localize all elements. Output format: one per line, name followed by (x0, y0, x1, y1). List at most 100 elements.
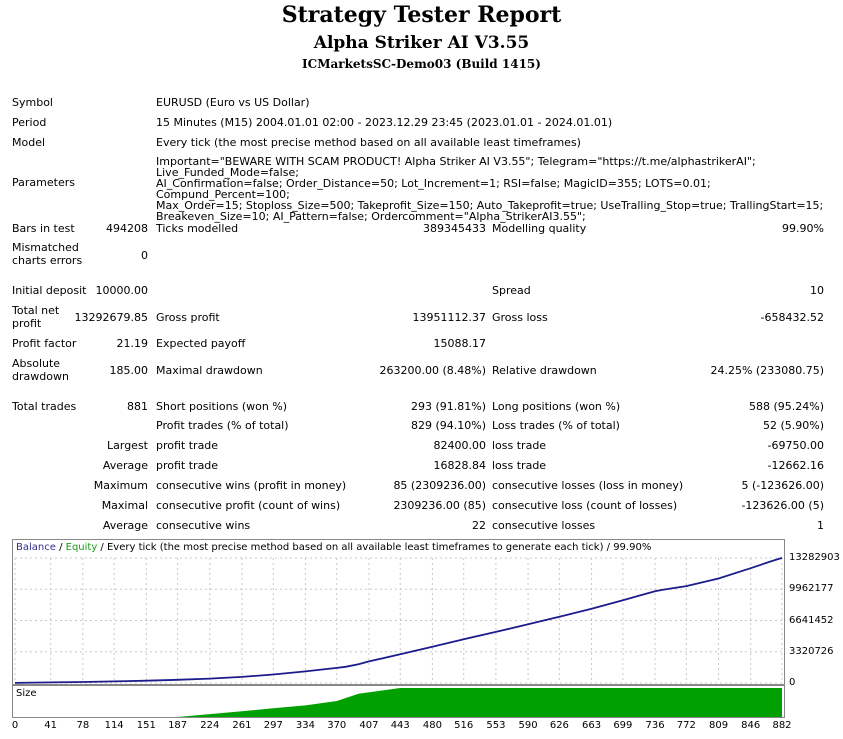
expert-name: Alpha Striker AI V3.55 (313, 33, 530, 53)
x-tick-label: 0 (11, 720, 19, 731)
x-tick-label: 590 (518, 720, 538, 731)
average-pt-value: 16828.84 (433, 459, 487, 472)
absdd-label-line2: drawdown (12, 370, 69, 383)
maximum-label: Maximum (93, 479, 148, 492)
maximal-label: Maximal (101, 499, 148, 512)
average-label: Average (102, 459, 148, 472)
x-tick-label: 626 (549, 720, 569, 731)
grossprofit-label: Gross profit (156, 311, 220, 324)
reldd-label: Relative drawdown (492, 364, 597, 377)
short-label: Short positions (won %) (156, 400, 288, 413)
x-tick-label: 334 (295, 720, 315, 731)
x-tick-label: 699 (613, 720, 633, 731)
x-tick-label: 78 (76, 720, 90, 731)
mismatch-label-line1: Mismatched (12, 241, 79, 254)
average-lt-label: loss trade (492, 459, 547, 472)
netprofit-value: 13292679.85 (74, 311, 148, 324)
netprofit-label: Total net profit (12, 304, 59, 330)
payoff-value: 15088.17 (433, 337, 487, 350)
trades-label: Total trades (12, 400, 77, 413)
x-tick-label: 407 (359, 720, 379, 731)
x-tick-label: 114 (104, 720, 124, 731)
avg-cl-label: consecutive losses (492, 519, 596, 532)
x-tick-label: 846 (741, 720, 761, 731)
x-tick-label: 151 (136, 720, 156, 731)
x-tick-label: 443 (390, 720, 410, 731)
chart-title-balance: Balance (16, 542, 56, 553)
quality-value: 99.90% (782, 222, 824, 235)
x-tick-label: 297 (263, 720, 283, 731)
x-tick-label: 187 (168, 720, 188, 731)
mismatch-label-line2: charts errors (12, 254, 83, 267)
maxdd-value: 263200.00 (8.48%) (379, 364, 486, 377)
deposit-value: 10000.00 (95, 284, 149, 297)
parameters-line: Important="BEWARE WITH SCAM PRODUCT! Alp… (156, 155, 756, 179)
chart-title-equity: Equity (65, 542, 98, 553)
mxl-cl-label: consecutive loss (count of losses) (492, 499, 678, 512)
grossloss-value: -658432.52 (760, 311, 824, 324)
largest-label: Largest (107, 439, 148, 452)
mxl-cp-value: 2309236.00 (85) (393, 499, 486, 512)
x-tick-label: 224 (200, 720, 220, 731)
avg2-label: Average (102, 519, 148, 532)
symbol-label: Symbol (12, 96, 53, 109)
x-tick-label: 480 (422, 720, 442, 731)
bars-value: 494208 (106, 222, 148, 235)
parameters-value: Important="BEWARE WITH SCAM PRODUCT! Alp… (156, 156, 836, 222)
trades-value: 881 (127, 400, 148, 413)
y-tick-label: 9962177 (789, 583, 834, 595)
period-label: Period (12, 116, 47, 129)
parameters-line: AI_Confirmation=false; Order_Distance=50… (156, 177, 711, 201)
chart-title-sep: / (55, 542, 66, 553)
long-label: Long positions (won %) (492, 400, 621, 413)
largest-lt-value: -69750.00 (767, 439, 824, 452)
symbol-value: EURUSD (Euro vs US Dollar) (156, 96, 310, 109)
model-label: Model (12, 136, 46, 149)
largest-pt-label: profit trade (156, 439, 219, 452)
average-lt-value: -12662.16 (767, 459, 824, 472)
max-cw-label: consecutive wins (profit in money) (156, 479, 347, 492)
size-area (15, 688, 782, 717)
parameters-line: Breakeven_Size=10; AI_Pattern=false; Ord… (156, 210, 586, 223)
max-cw-value: 85 (2309236.00) (393, 479, 486, 492)
max-cl-label: consecutive losses (loss in money) (492, 479, 684, 492)
x-tick-label: 809 (708, 720, 729, 731)
y-tick-label: 13282903 (789, 552, 840, 563)
chart-title-rest: / Every tick (the most precise method ba… (97, 542, 652, 553)
chart-title: Balance / Equity / Every tick (the most … (16, 542, 651, 553)
parameters-line: Max_Order=15; Stoploss_Size=500; Takepro… (156, 199, 824, 212)
maxdd-label: Maximal drawdown (156, 364, 263, 377)
size-chart: Size (12, 685, 785, 718)
netprofit-label-line1: Total net (12, 304, 60, 317)
y-tick-label: 6641452 (789, 614, 834, 626)
report-title: Strategy Tester Report (281, 2, 562, 28)
balance-line (14, 557, 783, 684)
x-tick-label: 663 (582, 720, 602, 731)
pf-label: Profit factor (12, 337, 77, 350)
absdd-value: 185.00 (109, 364, 149, 377)
absdd-label-line1: Absolute (12, 357, 61, 370)
largest-lt-label: loss trade (492, 439, 547, 452)
balance-chart-svg (14, 557, 783, 684)
ltrades-label: Loss trades (% of total) (492, 419, 620, 432)
x-tick-label: 772 (676, 720, 696, 731)
quality-label: Modelling quality (492, 222, 587, 235)
mismatch-value: 0 (141, 249, 148, 262)
ltrades-value: 52 (5.90%) (762, 419, 824, 432)
mxl-cp-label: consecutive profit (count of wins) (156, 499, 341, 512)
long-value: 588 (95.24%) (748, 400, 824, 413)
ticks-value: 389345433 (423, 222, 486, 235)
spread-value: 10 (810, 284, 824, 297)
avg-cw-value: 22 (472, 519, 486, 532)
size-label: Size (16, 688, 37, 699)
size-chart-svg (15, 688, 782, 717)
spread-label: Spread (492, 284, 531, 297)
short-value: 293 (91.81%) (410, 400, 486, 413)
mxl-cl-value: -123626.00 (5) (741, 499, 824, 512)
deposit-label: Initial deposit (12, 284, 87, 297)
reldd-value: 24.25% (233080.75) (710, 364, 824, 377)
x-tick-label: 41 (44, 720, 58, 731)
y-tick-label: 0 (789, 677, 796, 688)
model-value: Every tick (the most precise method base… (156, 136, 581, 149)
x-tick-label: 370 (327, 720, 347, 731)
